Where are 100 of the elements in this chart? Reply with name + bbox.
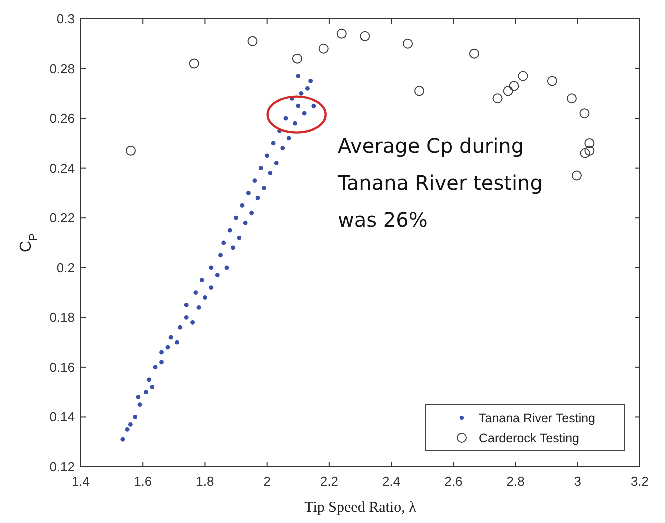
point	[160, 360, 164, 365]
point	[293, 121, 298, 126]
x-tick-label: 1.8	[196, 474, 214, 489]
point	[584, 138, 595, 148]
y-tick-label: 0.16	[50, 360, 75, 375]
point	[194, 290, 198, 295]
point	[234, 216, 238, 220]
point	[268, 171, 273, 176]
point	[318, 44, 329, 54]
point	[237, 236, 242, 240]
point	[308, 79, 314, 84]
y-tick-label: 0.28	[50, 61, 75, 76]
point	[584, 146, 595, 156]
point	[271, 141, 276, 146]
point	[136, 395, 141, 400]
y-tick-label: 0.26	[50, 111, 75, 126]
y-tick-label: 0.12	[50, 460, 75, 474]
y-tick-label: 0.3	[56, 12, 75, 26]
point	[160, 350, 164, 355]
point	[572, 170, 582, 181]
point	[230, 246, 236, 250]
x-tick-label: 1.6	[134, 474, 152, 489]
point	[209, 266, 214, 270]
point	[190, 320, 195, 325]
y-tick-label: 0.24	[50, 160, 75, 176]
point	[215, 273, 220, 278]
x-tick-label: 2	[264, 474, 271, 489]
point	[262, 186, 266, 190]
legend-label: Tanana River Testing	[479, 412, 596, 426]
point	[509, 81, 520, 92]
point	[168, 335, 174, 340]
point	[196, 306, 202, 310]
point	[178, 325, 183, 330]
x-tick-label: 1.4	[72, 474, 90, 489]
point	[128, 422, 133, 427]
x-tick-label: 3.2	[630, 474, 650, 489]
point	[566, 94, 577, 104]
point	[274, 161, 279, 166]
point	[166, 345, 170, 350]
point	[126, 146, 136, 156]
point	[312, 104, 316, 108]
point	[175, 340, 180, 345]
y-tick-label: 0.2	[56, 260, 75, 276]
point	[243, 220, 248, 226]
point	[133, 415, 138, 420]
point	[209, 286, 214, 290]
y-tick-label: 0.14	[50, 410, 75, 425]
point	[248, 36, 258, 46]
x-tick-label: 2.4	[382, 474, 401, 489]
point	[547, 76, 558, 86]
point	[299, 91, 304, 96]
point	[224, 266, 230, 270]
annotation: Average Cp during Tanana River testing was 26%	[337, 134, 543, 232]
point	[518, 71, 528, 82]
point	[580, 148, 590, 158]
point	[153, 365, 158, 370]
point	[203, 296, 208, 300]
point	[360, 31, 370, 42]
point	[150, 385, 155, 390]
point	[256, 196, 260, 200]
point	[492, 94, 503, 104]
point	[284, 116, 288, 121]
point	[414, 86, 425, 96]
point	[144, 390, 148, 395]
legend-label: Carderock Testing	[479, 432, 580, 446]
x-tick-label: 3	[574, 474, 582, 489]
point	[252, 178, 258, 183]
point	[189, 58, 200, 69]
point	[469, 48, 480, 59]
point	[200, 278, 204, 283]
point	[296, 104, 301, 108]
point	[302, 111, 307, 116]
point	[292, 54, 302, 64]
point	[296, 74, 301, 78]
point	[147, 378, 152, 382]
y-tick-label: 0.22	[50, 210, 75, 226]
point	[336, 28, 347, 39]
point	[250, 210, 254, 216]
point	[120, 437, 126, 442]
point	[184, 303, 189, 308]
point	[184, 315, 189, 320]
x-tick-label: 2.8	[506, 474, 525, 489]
point	[222, 240, 226, 246]
point	[240, 203, 245, 208]
point	[286, 136, 292, 141]
y-tick-label: 0.18	[50, 310, 75, 326]
x-axis-title: Tip Speed Ratio, λ	[304, 500, 418, 516]
point	[228, 228, 232, 233]
point	[580, 108, 590, 119]
point	[218, 253, 223, 258]
point	[125, 427, 130, 432]
x-tick-label: 2.2	[320, 474, 338, 489]
point	[280, 146, 286, 151]
point	[503, 86, 514, 96]
point	[246, 191, 251, 196]
point	[265, 154, 270, 158]
point	[403, 38, 414, 49]
point	[138, 402, 142, 407]
point	[258, 166, 264, 171]
x-tick-label: 2.6	[444, 474, 463, 489]
